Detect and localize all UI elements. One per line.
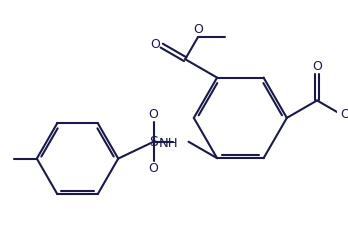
Text: O: O bbox=[193, 23, 203, 36]
Text: O: O bbox=[150, 38, 160, 51]
Text: O: O bbox=[312, 60, 322, 73]
Text: O: O bbox=[341, 109, 348, 122]
Text: NH: NH bbox=[159, 137, 179, 150]
Text: O: O bbox=[149, 162, 159, 175]
Text: S: S bbox=[149, 135, 158, 149]
Text: O: O bbox=[149, 108, 159, 121]
